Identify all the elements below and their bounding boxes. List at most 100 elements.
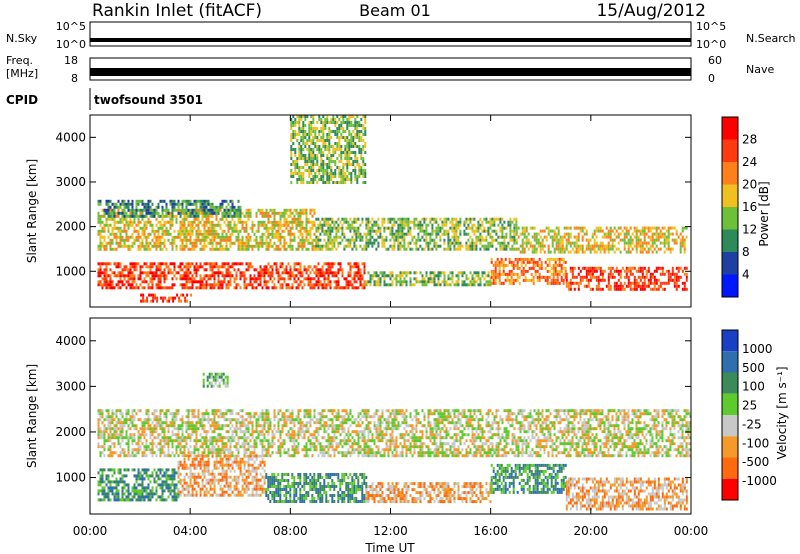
data-cell [483, 244, 486, 248]
data-cell [447, 241, 450, 245]
data-cell [313, 271, 316, 275]
data-cell [593, 229, 596, 233]
data-cell [203, 283, 206, 287]
data-cell [145, 247, 148, 251]
data-cell [349, 271, 352, 275]
data-cell [679, 244, 682, 248]
data-cell [305, 217, 308, 221]
data-cell [609, 244, 612, 248]
data-cell [168, 299, 171, 303]
data-cell [353, 271, 356, 275]
data-cell [153, 412, 156, 416]
data-cell [479, 226, 482, 230]
data-cell [447, 247, 450, 251]
data-cell [153, 211, 156, 215]
data-cell [551, 241, 554, 245]
data-cell [393, 220, 396, 224]
data-cell [605, 232, 608, 236]
data-cell [306, 139, 309, 142]
data-cell [311, 283, 314, 287]
data-cell [447, 235, 450, 239]
data-cell [209, 238, 212, 242]
data-cell [335, 274, 338, 278]
data-cell [521, 250, 524, 254]
data-cell [393, 244, 396, 248]
data-cell [631, 232, 634, 236]
data-cell [237, 262, 240, 266]
data-cell [413, 220, 416, 224]
data-cell [177, 232, 180, 236]
data-cell [429, 232, 432, 236]
data-cell [167, 214, 170, 218]
data-cell [133, 418, 136, 422]
data-cell [315, 217, 318, 221]
data-cell [359, 268, 362, 272]
data-cell [375, 247, 378, 251]
data-cell [575, 226, 578, 230]
data-cell [579, 244, 582, 248]
data-cell [237, 283, 240, 287]
data-cell [139, 226, 142, 230]
data-cell [111, 232, 114, 236]
data-cell [425, 226, 428, 230]
data-cell [205, 223, 208, 227]
data-cell [125, 436, 128, 440]
data-cell [533, 226, 536, 230]
data-cell [151, 271, 154, 275]
data-cell [233, 226, 236, 230]
data-cell [318, 148, 321, 151]
data-cell [364, 118, 367, 121]
data-cell [457, 226, 460, 230]
data-cell [309, 220, 312, 224]
data-cell [407, 241, 410, 245]
data-cell [530, 278, 533, 282]
data-cell [539, 250, 542, 254]
data-cell [477, 223, 480, 227]
data-cell [155, 286, 158, 290]
data-cell [601, 269, 604, 273]
data-cell [149, 247, 152, 251]
data-cell [565, 272, 568, 276]
data-cell [673, 281, 676, 285]
data-cell [585, 272, 588, 276]
data-cell [391, 223, 394, 227]
data-cell [553, 235, 556, 239]
data-cell [443, 223, 446, 227]
data-cell [635, 235, 638, 239]
data-cell [326, 181, 329, 184]
data-cell [331, 217, 334, 221]
data-cell [349, 268, 352, 272]
data-cell [599, 247, 602, 251]
data-cell [487, 247, 490, 251]
data-cell [243, 214, 246, 218]
data-cell [117, 208, 120, 212]
data-cell [487, 232, 490, 236]
data-cell [201, 415, 204, 419]
data-cell [131, 448, 134, 452]
data-cell [324, 172, 327, 175]
data-cell [491, 244, 494, 248]
data-cell [328, 130, 331, 133]
data-cell [345, 286, 348, 290]
data-cell [103, 271, 106, 275]
data-cell [441, 220, 444, 224]
data-cell [625, 275, 628, 279]
data-cell [548, 281, 551, 285]
data-cell [97, 199, 100, 203]
data-cell [629, 244, 632, 248]
data-cell [101, 214, 104, 218]
data-cell [211, 274, 214, 278]
data-cell [324, 169, 327, 172]
data-cell [675, 238, 678, 242]
data-cell [346, 166, 349, 169]
data-cell [633, 229, 636, 233]
data-cell [289, 268, 292, 272]
data-cell [135, 235, 138, 239]
data-cell [523, 232, 526, 236]
data-cell [554, 281, 557, 285]
data-cell [671, 247, 674, 251]
data-cell [665, 241, 668, 245]
data-cell [289, 286, 292, 290]
data-cell [103, 208, 106, 212]
data-cell [613, 238, 616, 242]
